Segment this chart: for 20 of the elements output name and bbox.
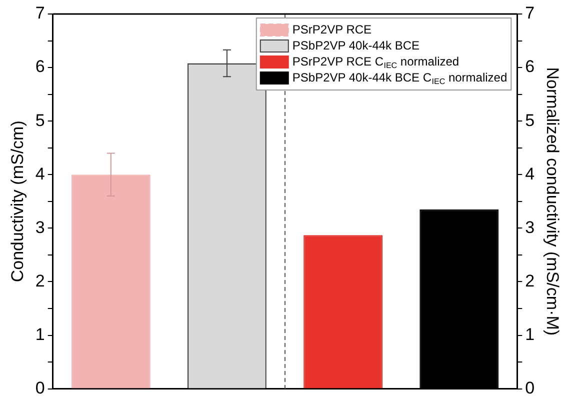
y2-tick-label: 6 [525, 57, 535, 76]
y-tick-label: 0 [35, 378, 45, 398]
y2-axis-title: Normalized conductivity (mS/cm·M) [543, 67, 562, 336]
y-tick-label: 3 [35, 218, 45, 237]
y2-tick-label: 0 [525, 378, 535, 398]
y2-tick-label: 3 [525, 218, 535, 237]
y2-tick-label: 2 [525, 271, 535, 290]
legend-label: PSrP2VP RCE [292, 22, 372, 36]
y-tick-label: 6 [35, 57, 45, 76]
y-tick-label: 7 [35, 4, 45, 23]
y-tick-label: 1 [35, 324, 45, 344]
y2-tick-label: 1 [525, 324, 535, 344]
y-tick-label: 2 [35, 271, 45, 290]
y2-tick-label: 7 [525, 4, 535, 23]
y2-tick-label: 4 [525, 164, 535, 184]
y-tick-label: 5 [35, 110, 45, 130]
legend-label: PSbP2VP 40k-44k BCE [292, 38, 420, 52]
y-tick-label: 4 [35, 164, 45, 184]
y2-tick-label: 5 [525, 110, 535, 130]
y-axis-title: Conductivity (mS/cm) [8, 120, 27, 282]
